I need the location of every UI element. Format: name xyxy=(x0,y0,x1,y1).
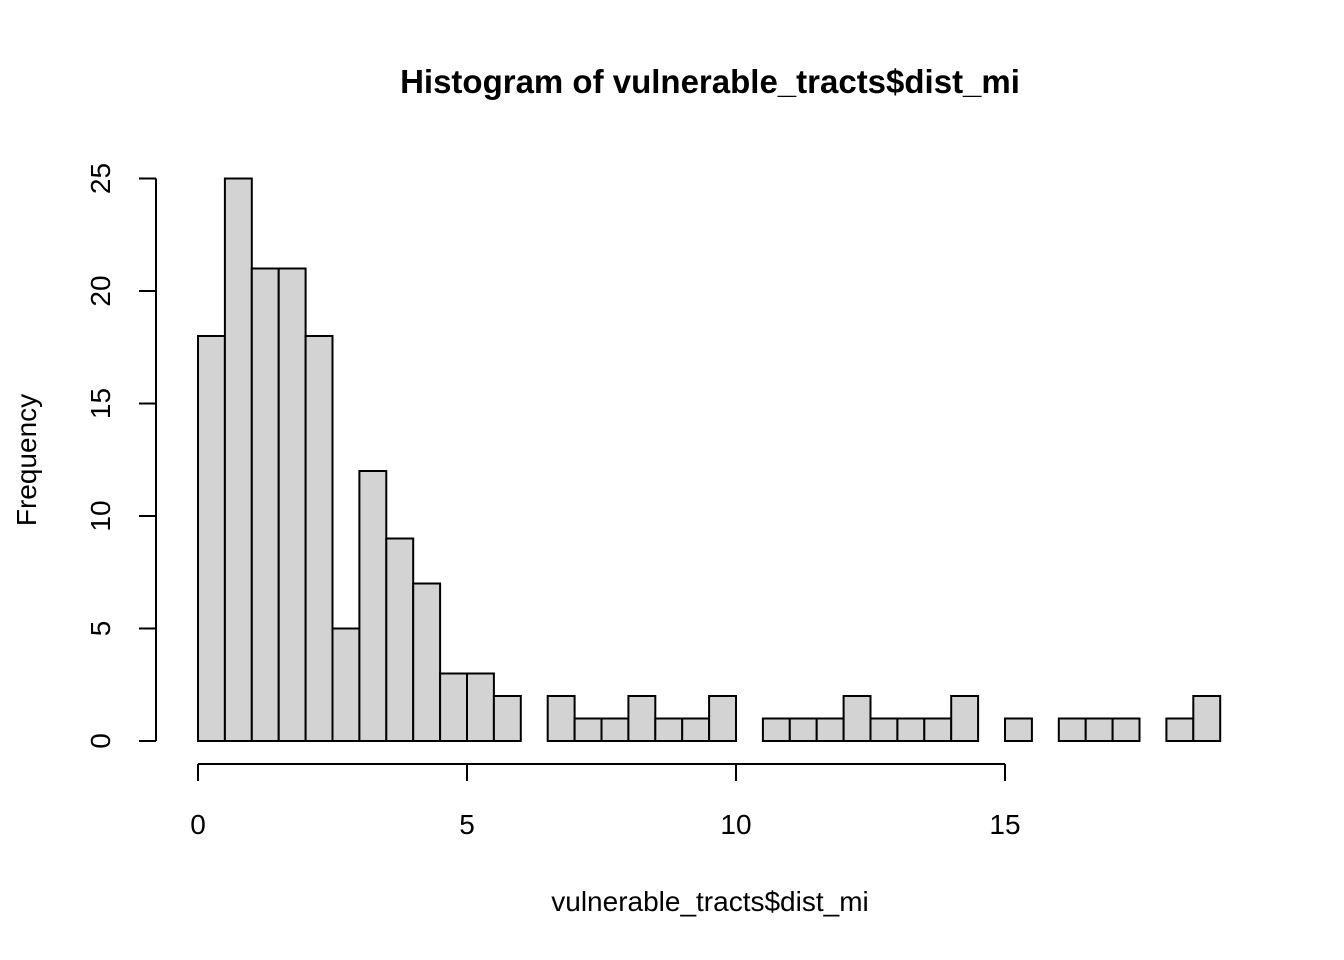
histogram-bar xyxy=(950,695,980,742)
histogram-bar xyxy=(1004,717,1033,742)
histogram-bar xyxy=(466,672,495,742)
histogram-bar xyxy=(1192,695,1222,742)
histogram-bar xyxy=(788,717,818,742)
histogram-bar xyxy=(1057,717,1087,742)
histogram-bar xyxy=(412,582,442,742)
histogram-bar xyxy=(923,717,953,742)
histogram-bar xyxy=(842,695,872,742)
histogram-bar xyxy=(627,695,657,742)
histogram-bar xyxy=(681,717,711,742)
y-tick-label: 15 xyxy=(85,388,116,419)
histogram-bar xyxy=(492,695,522,742)
histogram-bar xyxy=(1111,717,1141,742)
x-tick-label: 0 xyxy=(190,809,206,840)
x-tick-label: 15 xyxy=(989,809,1020,840)
histogram-bar xyxy=(197,335,226,742)
histogram-bar xyxy=(546,695,576,742)
histogram-bar xyxy=(277,267,307,742)
y-axis: 0 5 10 15 20 25 xyxy=(85,163,157,749)
histogram-bar xyxy=(573,717,603,742)
histogram-bar xyxy=(1165,717,1195,742)
y-tick-label: 5 xyxy=(85,621,116,637)
x-axis: 0 5 10 15 xyxy=(190,763,1021,840)
histogram-bar xyxy=(331,627,361,742)
y-tick-label: 0 xyxy=(85,733,116,749)
chart-title: Histogram of vulnerable_tracts$dist_mi xyxy=(400,63,1020,100)
histogram-bar xyxy=(358,470,388,742)
histogram-bar xyxy=(896,717,926,742)
bars-group xyxy=(197,177,1222,742)
y-axis-label: Frequency xyxy=(11,394,42,526)
histogram-bar xyxy=(223,177,253,742)
histogram-bar xyxy=(761,717,791,742)
y-tick-label: 25 xyxy=(85,163,116,194)
y-tick-label: 10 xyxy=(85,500,116,531)
histogram-bar xyxy=(815,717,845,742)
histogram-bar xyxy=(250,267,280,742)
x-tick-label: 10 xyxy=(720,809,751,840)
x-axis-label: vulnerable_tracts$dist_mi xyxy=(551,886,869,917)
histogram-bar xyxy=(439,672,469,742)
x-tick-label: 5 xyxy=(459,809,475,840)
histogram-bar xyxy=(654,717,684,742)
histogram-bar xyxy=(1084,717,1114,742)
histogram-bar xyxy=(869,717,899,742)
histogram-bar xyxy=(385,537,415,742)
histogram-bar xyxy=(304,335,334,742)
histogram-bar xyxy=(708,695,737,742)
histogram-bar xyxy=(600,717,630,742)
y-tick-label: 20 xyxy=(85,275,116,306)
